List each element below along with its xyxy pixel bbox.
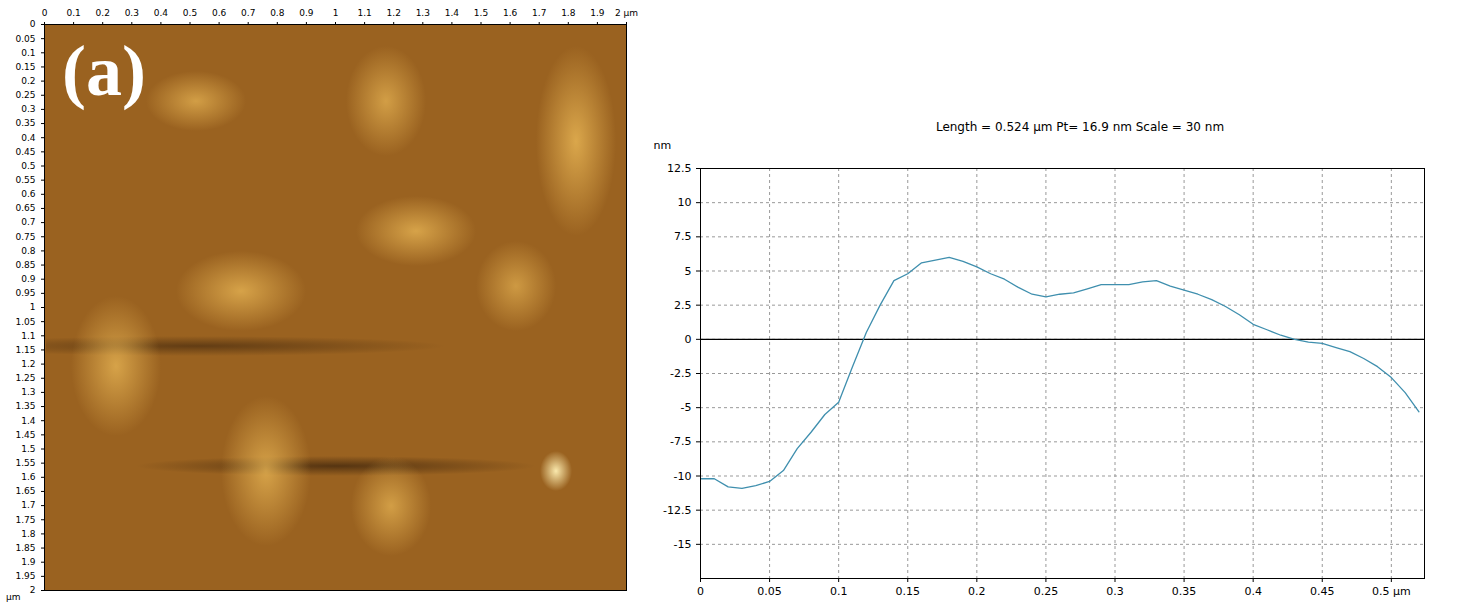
svg-text:0.1: 0.1 [66,8,80,18]
svg-text:0.7: 0.7 [241,8,255,18]
svg-text:0.1: 0.1 [830,585,848,598]
svg-text:0.35: 0.35 [1172,585,1197,598]
svg-text:1.05: 1.05 [15,317,35,327]
svg-text:1.55: 1.55 [15,458,35,468]
svg-text:0: 0 [30,19,36,29]
svg-text:1.65: 1.65 [15,486,35,496]
svg-text:0.1: 0.1 [21,48,35,58]
svg-text:0.75: 0.75 [15,232,35,242]
svg-text:0.95: 0.95 [15,288,35,298]
svg-text:7.5: 7.5 [674,230,692,243]
svg-text:0.7: 0.7 [21,217,35,227]
svg-text:1.8: 1.8 [561,8,576,18]
svg-text:0.2: 0.2 [96,8,110,18]
svg-text:1.85: 1.85 [15,543,35,553]
svg-text:10: 10 [678,196,692,209]
svg-text:1.9: 1.9 [590,8,605,18]
svg-text:12.5: 12.5 [667,162,692,175]
svg-text:0.15: 0.15 [896,585,921,598]
svg-text:0.5: 0.5 [183,8,197,18]
svg-text:-5: -5 [681,401,692,414]
svg-text:1.15: 1.15 [15,345,35,355]
svg-text:0.9: 0.9 [21,274,36,284]
svg-text:0.9: 0.9 [299,8,314,18]
svg-text:2 µm: 2 µm [615,8,638,18]
svg-text:0.5: 0.5 [21,161,35,171]
svg-text:1.7: 1.7 [532,8,546,18]
svg-text:1.6: 1.6 [21,472,36,482]
svg-text:0.45: 0.45 [1310,585,1335,598]
svg-text:2.5: 2.5 [674,299,692,312]
svg-text:0.25: 0.25 [1034,585,1059,598]
svg-text:0.65: 0.65 [15,203,35,213]
svg-text:1.2: 1.2 [387,8,401,18]
svg-text:-12.5: -12.5 [663,504,691,517]
svg-text:1.5: 1.5 [474,8,488,18]
svg-text:0.8: 0.8 [270,8,285,18]
svg-text:1: 1 [30,302,36,312]
svg-text:0.85: 0.85 [15,260,35,270]
svg-text:1.7: 1.7 [21,500,35,510]
svg-text:0.6: 0.6 [212,8,227,18]
svg-text:1: 1 [333,8,339,18]
svg-text:0.05: 0.05 [757,585,782,598]
svg-text:0.55: 0.55 [15,175,35,185]
svg-text:0.2: 0.2 [968,585,986,598]
svg-text:1.1: 1.1 [357,8,371,18]
svg-text:1.25: 1.25 [15,373,35,383]
svg-text:0.5 µm: 0.5 µm [1372,585,1411,598]
svg-text:1.4: 1.4 [21,416,36,426]
svg-text:1.6: 1.6 [503,8,518,18]
svg-text:0.6: 0.6 [21,189,36,199]
svg-text:-7.5: -7.5 [670,435,691,448]
svg-text:0.4: 0.4 [154,8,169,18]
html-text:(a): (a) [62,31,146,111]
svg-text:0.8: 0.8 [21,246,36,256]
svg-text:0.2: 0.2 [21,76,35,86]
svg-text:1.1: 1.1 [21,331,35,341]
svg-text:1.75: 1.75 [15,515,35,525]
svg-text:1.2: 1.2 [21,359,35,369]
svg-text:-15: -15 [674,538,692,551]
svg-text:0.3: 0.3 [1106,585,1124,598]
svg-text:0.3: 0.3 [21,104,35,114]
svg-text:0: 0 [697,585,704,598]
svg-text:1.95: 1.95 [15,571,35,581]
svg-text:1.3: 1.3 [21,387,35,397]
svg-text:1.35: 1.35 [15,401,35,411]
svg-text:0.3: 0.3 [125,8,139,18]
svg-text:1.3: 1.3 [416,8,430,18]
svg-text:1.9: 1.9 [21,557,36,567]
svg-text:0.35: 0.35 [15,118,35,128]
svg-text:1.4: 1.4 [445,8,460,18]
svg-text:1.45: 1.45 [15,430,35,440]
svg-text:1.8: 1.8 [21,529,36,539]
svg-text:-2.5: -2.5 [670,367,691,380]
svg-text:0.05: 0.05 [15,34,35,44]
svg-text:-10: -10 [674,470,692,483]
svg-text:0.15: 0.15 [15,62,35,72]
svg-text:0.4: 0.4 [21,133,36,143]
svg-text:0: 0 [42,8,48,18]
svg-text:0.25: 0.25 [15,90,35,100]
html-text:µm: µm [6,592,21,602]
svg-text:nm: nm [654,139,672,152]
svg-text:0: 0 [685,333,692,346]
svg-text:0.4: 0.4 [1244,585,1262,598]
svg-text:5: 5 [685,265,692,278]
svg-text:2: 2 [30,585,36,595]
html-text:Length = 0.524 µm Pt= 16.9 nm: Length = 0.524 µm Pt= 16.9 nm Scale = 30… [935,120,1225,134]
svg-text:0.45: 0.45 [15,147,35,157]
svg-text:1.5: 1.5 [21,444,35,454]
